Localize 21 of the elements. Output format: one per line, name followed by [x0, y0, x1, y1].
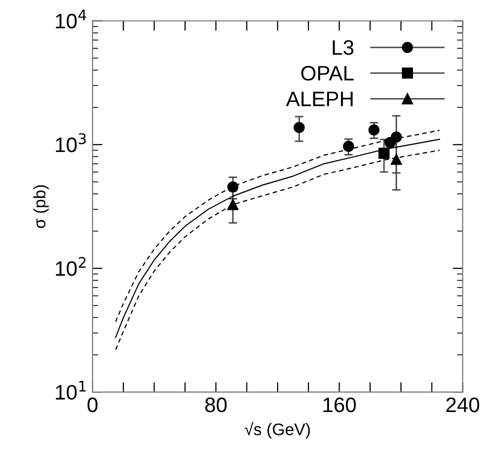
y-tick-label: 10$^{1}$: [56, 380, 86, 400]
point: [294, 122, 305, 134]
y-tick-label: 10$^{2}$: [56, 256, 86, 276]
point: [227, 181, 238, 192]
x-tick-label: 80: [205, 397, 227, 412]
y-tick-label: 10$^{3}$: [56, 133, 86, 152]
point: [227, 198, 238, 210]
point: [342, 140, 354, 152]
point: [390, 132, 402, 143]
y-axis-title: σ (pb): [33, 185, 49, 228]
legend-label: ALEPH: [286, 92, 353, 106]
point: [390, 154, 402, 165]
point: [368, 124, 380, 136]
y-tick-label: 10$^{4}$: [56, 10, 86, 28]
legend-label: L3: [332, 40, 354, 55]
x-tick-label: 160: [323, 397, 356, 412]
x-tick-label: 0: [88, 397, 98, 412]
point: [378, 148, 390, 159]
legend-label: OPAL: [301, 66, 354, 81]
x-tick-label: 240: [446, 397, 480, 412]
x-axis-title: √s (GeV): [244, 422, 310, 439]
